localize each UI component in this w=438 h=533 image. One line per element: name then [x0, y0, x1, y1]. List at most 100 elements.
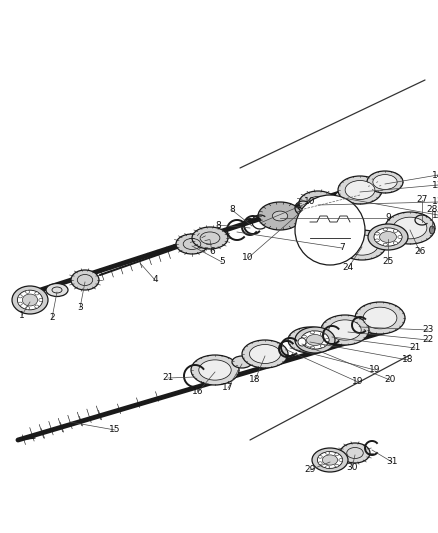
Text: 12: 12: [431, 211, 438, 220]
Text: 18: 18: [401, 356, 413, 365]
Ellipse shape: [345, 235, 378, 255]
Text: 22: 22: [421, 335, 433, 344]
Text: 10: 10: [242, 254, 253, 262]
Ellipse shape: [311, 448, 347, 472]
Ellipse shape: [366, 171, 402, 193]
Ellipse shape: [337, 230, 385, 260]
Ellipse shape: [39, 298, 42, 302]
Ellipse shape: [298, 191, 336, 215]
Ellipse shape: [272, 211, 287, 221]
Ellipse shape: [392, 230, 397, 232]
Text: 10: 10: [304, 198, 315, 206]
Text: 31: 31: [385, 457, 397, 466]
Ellipse shape: [22, 294, 38, 306]
Ellipse shape: [300, 331, 328, 349]
Text: 26: 26: [413, 247, 425, 256]
Text: 14: 14: [431, 171, 438, 180]
Ellipse shape: [372, 175, 396, 189]
Text: 5: 5: [219, 257, 224, 266]
Ellipse shape: [338, 459, 342, 462]
Ellipse shape: [320, 315, 368, 345]
Ellipse shape: [384, 212, 434, 244]
Ellipse shape: [309, 346, 314, 349]
Text: 6: 6: [208, 247, 214, 256]
Text: 1: 1: [19, 311, 25, 319]
Ellipse shape: [249, 344, 280, 364]
Ellipse shape: [46, 284, 68, 296]
Ellipse shape: [374, 232, 378, 235]
Ellipse shape: [287, 327, 331, 353]
Ellipse shape: [373, 228, 401, 246]
Ellipse shape: [301, 335, 306, 338]
Ellipse shape: [18, 302, 22, 305]
Ellipse shape: [354, 302, 404, 334]
Ellipse shape: [318, 462, 321, 464]
Ellipse shape: [321, 455, 337, 465]
Text: 29: 29: [304, 465, 315, 474]
Text: 7: 7: [338, 244, 344, 253]
Ellipse shape: [18, 290, 42, 310]
Ellipse shape: [325, 451, 329, 454]
Ellipse shape: [334, 191, 350, 201]
Ellipse shape: [340, 326, 354, 335]
Text: 28: 28: [425, 206, 437, 214]
Ellipse shape: [176, 234, 208, 254]
Ellipse shape: [374, 239, 378, 242]
Ellipse shape: [367, 224, 407, 250]
Text: 9: 9: [384, 214, 390, 222]
Text: 3: 3: [77, 303, 83, 312]
Ellipse shape: [320, 333, 324, 335]
Ellipse shape: [35, 292, 39, 295]
Ellipse shape: [382, 243, 387, 246]
Ellipse shape: [198, 360, 231, 380]
Ellipse shape: [294, 327, 334, 353]
Text: 25: 25: [381, 257, 393, 266]
Circle shape: [297, 338, 305, 346]
Ellipse shape: [241, 340, 287, 368]
Text: 23: 23: [421, 326, 433, 335]
Text: 30: 30: [346, 464, 357, 472]
Ellipse shape: [392, 217, 426, 239]
Ellipse shape: [318, 456, 321, 458]
Ellipse shape: [294, 331, 324, 349]
Ellipse shape: [324, 338, 328, 342]
Ellipse shape: [18, 295, 22, 298]
Text: 8: 8: [229, 206, 234, 214]
Ellipse shape: [428, 226, 434, 234]
Circle shape: [294, 195, 364, 265]
Ellipse shape: [320, 345, 324, 348]
Text: 17: 17: [222, 384, 233, 392]
Text: 19: 19: [368, 366, 380, 375]
Text: 4: 4: [152, 276, 157, 285]
Ellipse shape: [191, 355, 238, 385]
Ellipse shape: [334, 453, 338, 456]
Ellipse shape: [35, 305, 39, 308]
Ellipse shape: [325, 466, 329, 469]
Ellipse shape: [25, 290, 29, 293]
Ellipse shape: [339, 443, 369, 463]
Ellipse shape: [301, 342, 306, 345]
Text: 27: 27: [415, 196, 427, 205]
Text: 15: 15: [109, 425, 120, 434]
Ellipse shape: [334, 464, 338, 467]
Ellipse shape: [382, 228, 387, 231]
Text: 21: 21: [162, 374, 173, 383]
Ellipse shape: [392, 241, 397, 245]
Ellipse shape: [306, 335, 323, 345]
Text: 24: 24: [342, 263, 353, 272]
Text: 8: 8: [215, 221, 220, 230]
Ellipse shape: [25, 306, 29, 310]
Text: 21: 21: [408, 343, 420, 352]
Ellipse shape: [231, 356, 251, 368]
Text: 13: 13: [431, 181, 438, 190]
Ellipse shape: [344, 181, 374, 199]
Ellipse shape: [258, 202, 301, 230]
Text: 19: 19: [351, 377, 363, 386]
Ellipse shape: [71, 270, 99, 290]
Ellipse shape: [317, 451, 342, 469]
Ellipse shape: [362, 307, 396, 329]
Ellipse shape: [397, 236, 401, 238]
Ellipse shape: [309, 331, 314, 334]
Ellipse shape: [378, 231, 396, 243]
Text: 11: 11: [431, 198, 438, 206]
